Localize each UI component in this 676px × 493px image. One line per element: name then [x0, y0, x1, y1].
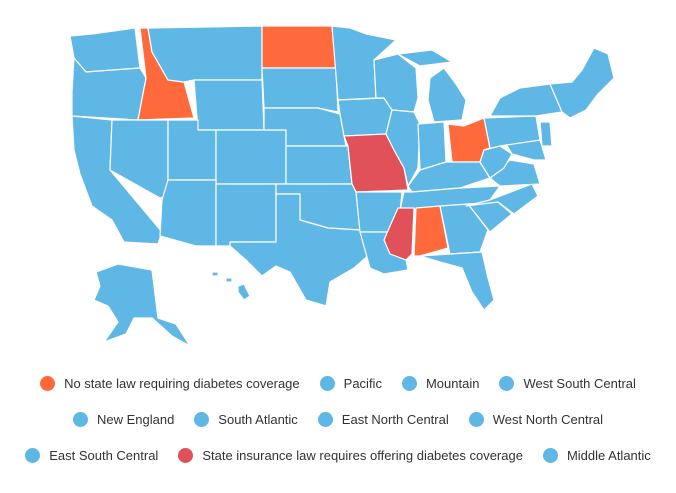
- legend-label-new-england: New England: [96, 412, 175, 427]
- legend-label-east-north-central: East North Central: [341, 412, 449, 427]
- state-kansas[interactable]: [285, 145, 353, 185]
- legend-swatch-new-england: [72, 412, 88, 427]
- legend-item-west-south-central[interactable]: West South Central: [499, 376, 636, 391]
- legend-label-south-atlantic: South Atlantic: [218, 412, 298, 427]
- legend-item-no-law[interactable]: No state law requiring diabetes coverage: [40, 376, 300, 391]
- legend-item-west-north-central[interactable]: West North Central: [468, 412, 604, 427]
- legend-item-east-north-central[interactable]: East North Central: [317, 412, 449, 427]
- legend-row-2: New England South Atlantic East North Ce…: [0, 412, 676, 427]
- legend-row-1: No state law requiring diabetes coverage…: [0, 376, 676, 391]
- legend-label-west-south-central: West South Central: [523, 376, 636, 391]
- legend-swatch-west-north-central: [468, 412, 484, 427]
- legend-swatch-middle-atlantic: [542, 448, 558, 463]
- state-hawaii[interactable]: [211, 271, 251, 301]
- state-colorado[interactable]: [215, 129, 287, 185]
- state-new-mexico[interactable]: [215, 183, 277, 247]
- legend-label-pacific: Pacific: [343, 376, 382, 391]
- state-iowa[interactable]: [337, 97, 393, 137]
- legend-item-east-south-central[interactable]: East South Central: [25, 448, 158, 463]
- state-arizona[interactable]: [159, 179, 217, 247]
- legend-swatch-west-south-central: [499, 376, 515, 391]
- legend-item-new-england[interactable]: New England: [72, 412, 175, 427]
- legend-item-mountain[interactable]: Mountain: [401, 376, 480, 391]
- legend-label-offering: State insurance law requires offering di…: [202, 448, 523, 463]
- state-texas[interactable]: [229, 193, 371, 307]
- legend-label-west-north-central: West North Central: [492, 412, 604, 427]
- state-georgia[interactable]: [439, 203, 489, 255]
- us-states-map: [69, 25, 615, 347]
- legend-label-mountain: Mountain: [425, 376, 480, 391]
- legend-swatch-south-atlantic: [194, 412, 210, 427]
- state-florida[interactable]: [419, 251, 495, 311]
- state-new-england[interactable]: [549, 47, 615, 119]
- legend-item-middle-atlantic[interactable]: Middle Atlantic: [542, 448, 651, 463]
- state-north-carolina[interactable]: [465, 183, 539, 215]
- state-new-york[interactable]: [489, 83, 563, 117]
- legend-swatch-offering: [178, 448, 194, 463]
- legend-label-east-south-central: East South Central: [49, 448, 159, 463]
- legend-item-south-atlantic[interactable]: South Atlantic: [194, 412, 298, 427]
- legend-item-pacific[interactable]: Pacific: [319, 376, 382, 391]
- legend-swatch-pacific: [319, 376, 335, 391]
- legend-row-3: East South Central State insurance law r…: [0, 448, 676, 463]
- state-alabama[interactable]: [413, 205, 449, 257]
- legend-swatch-east-north-central: [317, 412, 333, 427]
- legend-label-middle-atlantic: Middle Atlantic: [566, 448, 651, 463]
- state-mississippi[interactable]: [383, 207, 415, 261]
- state-alaska[interactable]: [93, 263, 191, 347]
- legend-swatch-no-law: [40, 376, 56, 391]
- state-new-jersey[interactable]: [539, 121, 553, 147]
- state-south-dakota[interactable]: [261, 67, 339, 113]
- legend-swatch-mountain: [401, 376, 417, 391]
- state-wyoming[interactable]: [193, 79, 265, 131]
- state-north-dakota[interactable]: [261, 25, 337, 69]
- legend-label-no-law: No state law requiring diabetes coverage: [64, 376, 300, 391]
- legend-swatch-east-south-central: [25, 448, 41, 463]
- state-michigan[interactable]: [397, 49, 467, 123]
- legend-item-offering[interactable]: State insurance law requires offering di…: [178, 448, 523, 463]
- state-montana[interactable]: [147, 25, 263, 83]
